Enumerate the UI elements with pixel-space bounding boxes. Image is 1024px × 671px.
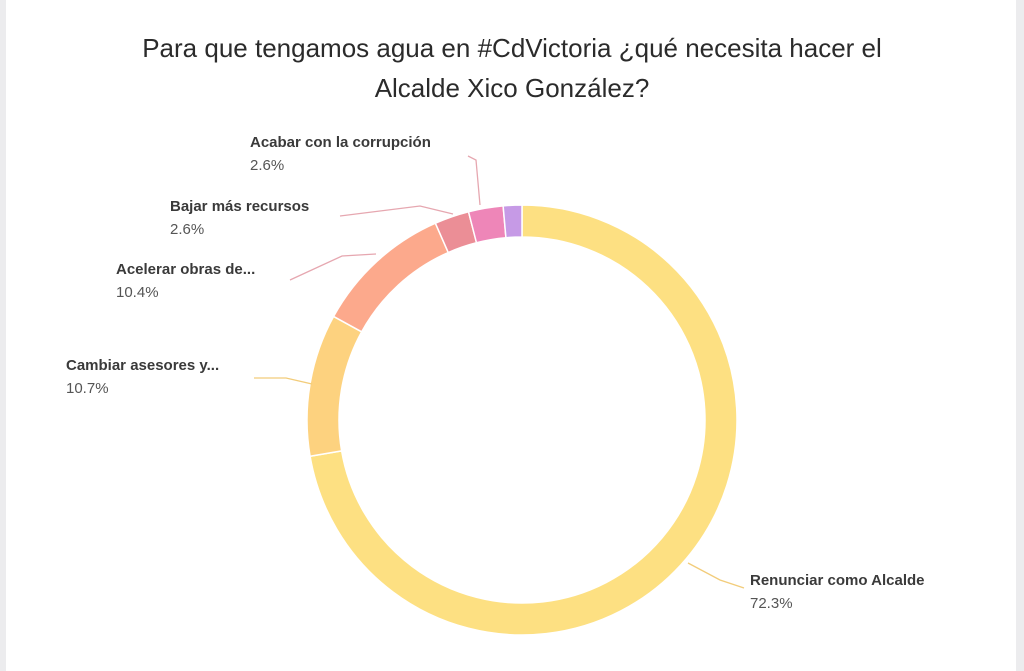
leader-line-1: [254, 377, 313, 385]
slice-label-3: Bajar más recursos: [170, 198, 309, 215]
slice-value-3: 2.6%: [170, 221, 204, 238]
slice-label-2: Acelerar obras de...: [116, 261, 255, 278]
slice-value-4: 2.6%: [250, 157, 284, 174]
slice-labels: Renunciar como Alcalde 72.3% Cambiar aseso…: [66, 134, 925, 612]
donut-slices: [306, 204, 738, 636]
slice-1: [306, 315, 363, 458]
slice-label-1: Cambiar asesores y...: [66, 357, 219, 374]
chart-title-line-1: Para que tengamos agua en #CdVictoria ¿q…: [142, 33, 882, 63]
slice-value-0: 72.3%: [750, 595, 793, 612]
slice-2: [332, 222, 450, 333]
chart-card: [6, 0, 1016, 671]
slice-5: [502, 204, 523, 239]
slice-value-1: 10.7%: [66, 380, 109, 397]
leader-line-3: [339, 205, 454, 217]
slice-value-2: 10.4%: [116, 284, 159, 301]
leader-line-4: [467, 155, 481, 206]
label-leader-lines: [254, 155, 745, 589]
slice-label-0: Renunciar como Alcalde: [750, 572, 925, 589]
leader-line-0: [687, 562, 745, 589]
leader-line-2: [289, 253, 377, 281]
slice-label-4: Acabar con la corrupción: [250, 134, 431, 151]
slice-0: [309, 204, 738, 636]
chart-title: Para que tengamos agua en #CdVictoria ¿q…: [0, 28, 1024, 108]
chart-title-line-2: Alcalde Xico González?: [374, 73, 650, 103]
